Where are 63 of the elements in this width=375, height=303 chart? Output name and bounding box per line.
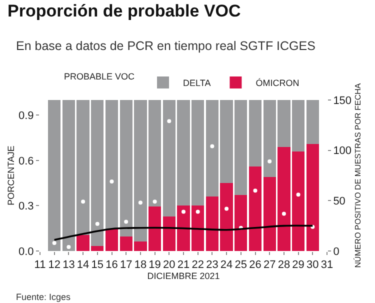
y-tick-label: 0.0 [18,246,34,258]
point [296,192,300,197]
point [268,159,272,164]
bar [248,166,262,251]
y-tick-label: 0.9 [18,110,34,122]
point [81,200,86,204]
x-tick-label: 18 [134,259,147,272]
bar [48,100,61,251]
x-tick-label: 16 [106,259,118,272]
point [253,188,258,193]
x-tick-label: 31 [320,259,334,272]
x-tick-label: 17 [120,259,132,272]
bar [306,144,319,251]
chart-subtitle: En base a datos de PCR en tiempo real SGTF ICGES [16,39,316,53]
point [110,180,114,184]
source-note: Fuente: Icges [16,292,72,302]
chart-title: Proporción de probable VOC [8,1,241,20]
x-tick-label: 26 [249,259,262,272]
x-tick-label: 13 [62,259,75,272]
y-tick-label: 0.3 [18,200,34,213]
line-series [53,224,314,241]
x-tick-label: 28 [278,259,290,272]
point [95,222,100,226]
x-tick-label: 11 [34,259,46,272]
x-tick-label: 25 [234,259,248,272]
legend-label: DELTA [183,78,211,88]
y2-tick-label: 150 [333,94,352,107]
point [52,240,56,245]
point [124,220,128,224]
bar [306,100,319,144]
y2-tick-label: 50 [333,196,346,208]
point [167,119,172,124]
x-tick-label: 21 [177,259,190,272]
x-tick-label: 19 [148,259,161,272]
x-tick-label: 20 [163,259,176,272]
x-tick-label: 24 [220,259,233,272]
x-tick-label: 12 [48,259,60,272]
x-tick-label: 29 [292,259,304,272]
y2-tick-label: 0 [333,246,340,258]
point [210,144,214,148]
point [138,200,142,205]
legend-label: ÓMICRON [256,78,300,88]
y-tick-label: 0.6 [18,155,34,168]
x-tick-label: 15 [91,259,104,272]
bar [105,100,118,230]
point [224,206,229,211]
point [282,212,286,216]
bar [248,100,262,166]
legend-title: PROBABLE VOC [64,72,136,82]
y2-axis-title: NÚMERO POSITIVO DE MUESTRAS POR FECHA [354,82,363,268]
x-axis-title: DICIEMBRE 2021 [147,271,220,282]
point [152,200,157,204]
x-tick-label: 30 [306,259,319,272]
point [196,210,200,214]
y2-tick-label: 100 [333,145,352,158]
x-tick-label: 22 [192,259,204,272]
x-tick-label: 27 [263,259,276,272]
y-axis-title: PORCENTAJE [6,146,16,206]
bar [105,229,118,251]
x-tick-label: 14 [76,259,90,272]
x-tick-label: 23 [206,259,218,272]
point [66,244,71,249]
point [182,210,186,214]
